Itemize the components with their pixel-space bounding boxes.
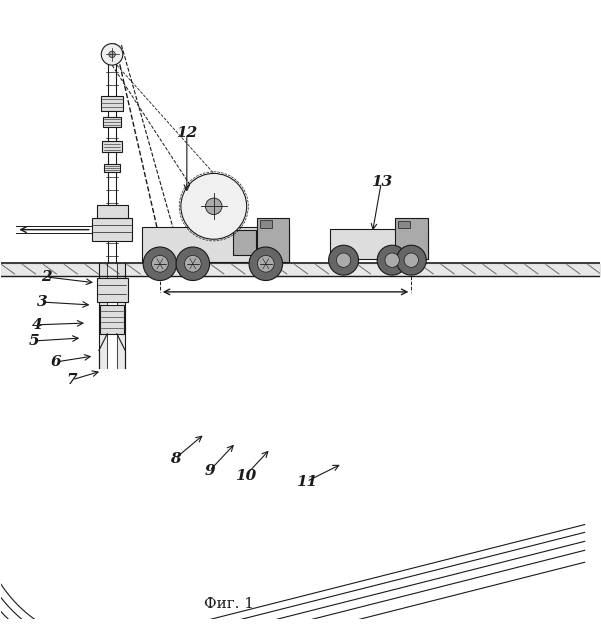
Bar: [103, 141, 121, 152]
Text: 7: 7: [67, 373, 78, 387]
Text: 10: 10: [235, 468, 256, 483]
Bar: [97, 278, 127, 302]
Bar: [331, 229, 428, 259]
Circle shape: [329, 245, 359, 275]
Text: 4: 4: [32, 318, 43, 332]
Text: 11: 11: [296, 474, 317, 488]
Text: 8: 8: [169, 452, 180, 466]
Circle shape: [109, 51, 115, 58]
Bar: [100, 305, 124, 333]
Text: 6: 6: [51, 355, 62, 369]
Circle shape: [102, 44, 123, 65]
Circle shape: [396, 245, 426, 275]
Circle shape: [181, 173, 246, 239]
Bar: [257, 218, 288, 262]
Circle shape: [404, 253, 418, 268]
Bar: [97, 205, 127, 218]
Circle shape: [176, 247, 210, 280]
Bar: [260, 220, 272, 228]
Bar: [395, 218, 428, 259]
Circle shape: [249, 247, 282, 280]
Bar: [103, 116, 121, 127]
Bar: [398, 221, 410, 228]
Circle shape: [206, 198, 222, 214]
Text: 12: 12: [176, 126, 198, 140]
Circle shape: [377, 245, 407, 275]
Circle shape: [143, 247, 177, 280]
Circle shape: [385, 253, 399, 268]
Text: 2: 2: [41, 270, 52, 284]
Text: 3: 3: [37, 295, 47, 309]
Circle shape: [151, 255, 168, 272]
Bar: [102, 95, 123, 111]
Circle shape: [257, 255, 274, 272]
Text: 5: 5: [29, 334, 40, 348]
Bar: [142, 227, 288, 262]
Text: Фиг. 1: Фиг. 1: [204, 597, 254, 611]
Text: 13: 13: [371, 175, 392, 189]
Bar: [104, 164, 120, 172]
Bar: [92, 218, 132, 241]
Bar: [234, 230, 256, 255]
Circle shape: [185, 255, 201, 272]
Circle shape: [337, 253, 351, 268]
Text: 9: 9: [204, 464, 215, 477]
